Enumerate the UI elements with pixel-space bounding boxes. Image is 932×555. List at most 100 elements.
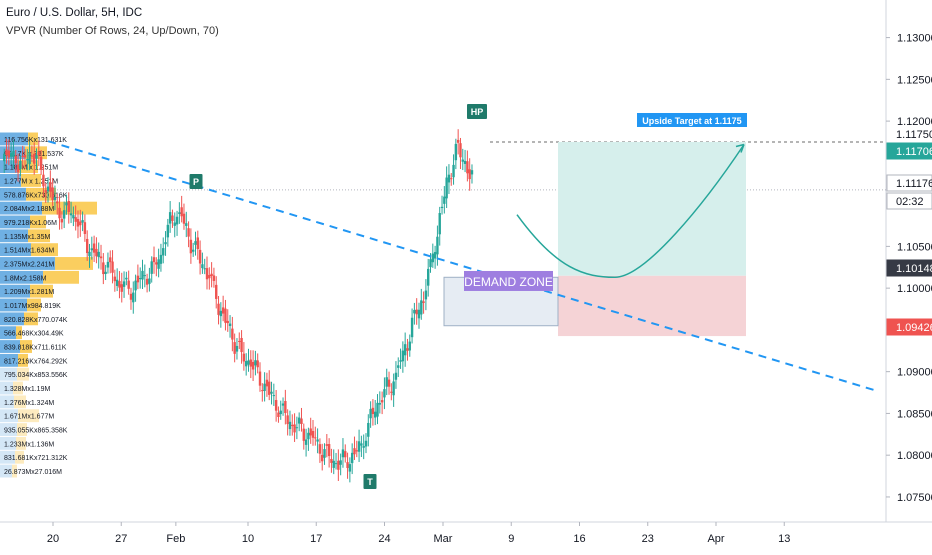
demand-zone-label-bg: [464, 270, 553, 291]
price-label: 02:32: [886, 192, 932, 210]
candle-body: [440, 206, 444, 209]
candle-body: [9, 153, 13, 157]
vp-up-bar: [0, 464, 12, 478]
candle-body: [311, 431, 315, 438]
candle-body: [166, 224, 170, 238]
candle-body: [49, 181, 52, 192]
target-zone: [558, 141, 746, 276]
candle-body: [468, 169, 471, 180]
price-label-bg: [886, 174, 932, 192]
candle-body: [436, 236, 439, 255]
candle-body: [35, 155, 38, 159]
candle-body: [406, 348, 409, 351]
vp-up-bar: [0, 215, 30, 229]
vp-row-label: 2.375Mx2.241M: [4, 261, 54, 268]
candle-body: [413, 309, 416, 314]
candle-body: [314, 437, 317, 439]
candle-body: [191, 249, 195, 252]
vp-row-label: 1.209Mx1.281M: [4, 289, 54, 296]
candle-body: [132, 292, 135, 303]
indicator-label[interactable]: VPVR (Number Of Rows, 24, Up/Down, 70): [6, 25, 219, 37]
candle-body: [362, 446, 365, 448]
vp-down-bar: [20, 340, 32, 353]
candle-body: [367, 422, 370, 437]
vp-row-label: 2.084Mx2.188M: [4, 206, 54, 213]
markers: P HP T: [189, 104, 487, 489]
candle-body: [159, 254, 163, 264]
time-axis[interactable]: 20 27 Feb 10 17 24 Mar 9 16 23 Apr 13: [47, 522, 791, 545]
candle-body: [330, 458, 333, 463]
vp-down-bar: [18, 353, 28, 367]
candle-body: [60, 218, 64, 223]
candle-body: [182, 213, 186, 224]
candle-body: [380, 400, 384, 403]
vp-row-label: 1.8Mx2.158M: [4, 275, 47, 282]
vp-down-bar: [16, 326, 22, 340]
candle-body: [438, 213, 441, 235]
vp-row-label: 566.468Kx304.49K: [4, 331, 64, 338]
demand-zone-label-text: DEMAND ZONE: [464, 275, 553, 289]
candle-body: [42, 174, 45, 187]
candle-body: [355, 450, 358, 452]
x-tick-label: 24: [378, 533, 390, 545]
vp-row-label: 935.055Kx865.358K: [4, 428, 68, 435]
candle-body: [221, 307, 225, 314]
candle-body: [99, 256, 103, 259]
vp-down-bar: [12, 464, 17, 478]
candle-body: [155, 262, 158, 265]
vp-down-bar: [55, 257, 93, 270]
candle-body: [219, 310, 223, 317]
candle-body: [281, 403, 285, 406]
candle-body: [187, 228, 190, 237]
x-tick-label: Feb: [166, 533, 185, 545]
vp-up-bar: [0, 353, 18, 367]
candle-body: [76, 219, 80, 227]
candle-body: [300, 418, 303, 425]
candle-body: [431, 253, 435, 263]
candle-body: [205, 268, 209, 280]
candle-body: [39, 156, 43, 170]
candle-body: [228, 323, 232, 326]
candle-body: [210, 273, 213, 276]
vp-up-bar: [0, 395, 14, 409]
marker-bg: [467, 104, 487, 119]
vp-row-label: 817.216Kx764.292K: [4, 358, 68, 365]
candle-body: [194, 241, 197, 245]
marker-p: P: [189, 174, 203, 189]
candle-body: [95, 248, 98, 257]
candle-body: [231, 328, 234, 340]
candle-body: [390, 391, 393, 393]
candle-body: [148, 278, 151, 284]
target-label-bg: [637, 113, 747, 127]
candle-body: [12, 151, 15, 157]
price-axis[interactable]: 1.13000 1.12500 1.12000 1.10500 1.10000 1.090…: [886, 33, 932, 504]
vp-down-bar: [17, 423, 27, 436]
candle-body: [399, 360, 402, 362]
marker-text: P: [193, 177, 199, 187]
drawings: DEMAND ZONE Upside Target at 1.1175: [47, 113, 878, 392]
candle-body: [459, 143, 462, 158]
vp-down-bar: [14, 395, 26, 409]
vp-up-bar: [0, 201, 42, 215]
candle-body: [394, 372, 398, 380]
candle-body: [233, 342, 236, 354]
vp-row-label: 979.218Kx1.06M: [4, 220, 57, 227]
candle-body: [346, 462, 349, 469]
candle-body: [67, 201, 70, 212]
candle-body: [286, 415, 289, 425]
vp-down-bar: [30, 215, 46, 229]
candle-body: [249, 359, 252, 367]
candle-body: [327, 444, 331, 457]
x-tick-label: 13: [778, 533, 790, 545]
candle-body: [208, 274, 211, 279]
price-label-text: 1.11176: [896, 178, 932, 190]
y-tick-label: 1.07500: [897, 492, 932, 504]
candle-body: [360, 443, 363, 446]
candle-body: [171, 215, 174, 221]
candle-body: [270, 391, 273, 394]
candle-body: [125, 277, 128, 280]
vp-up-bar: [0, 284, 30, 298]
candle-body: [175, 216, 179, 225]
